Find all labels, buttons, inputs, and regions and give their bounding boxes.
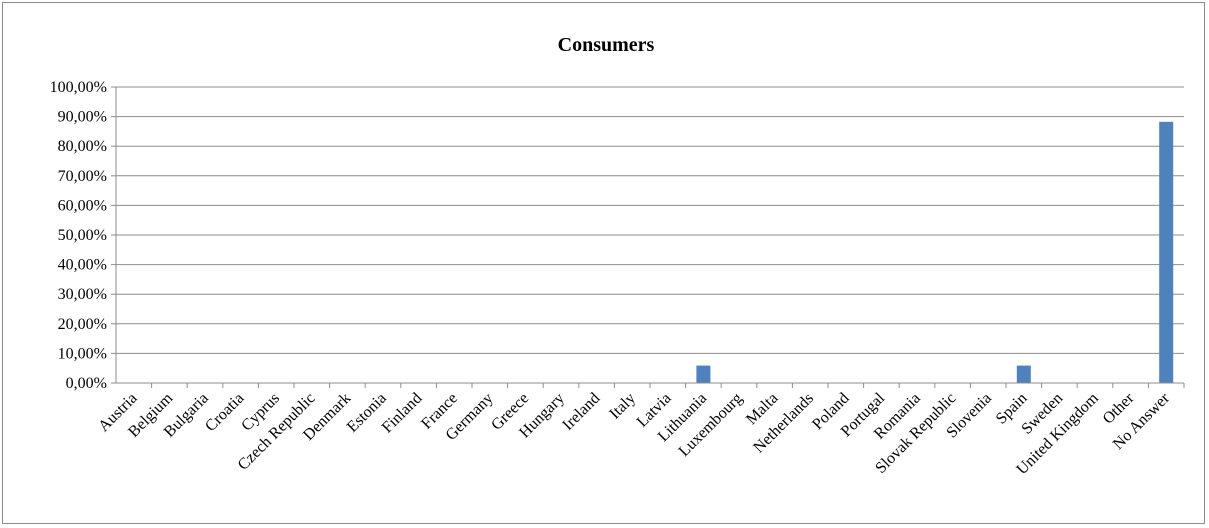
- y-tick-label: 70,00%: [58, 168, 107, 185]
- bar-no-answer: [1159, 121, 1174, 383]
- y-tick-label: 20,00%: [58, 316, 107, 333]
- bar-chart: Consumers 0,00% 10,00% 20,00% 30,00% 40,00% 5…: [50, 34, 1185, 478]
- x-tick-label: Finland: [379, 390, 426, 437]
- y-tick-label: 30,00%: [58, 286, 107, 303]
- bar-spain: [1016, 365, 1031, 383]
- y-tick-label: 90,00%: [58, 109, 107, 126]
- x-tick-label: Ireland: [559, 390, 603, 434]
- y-tick-label: 60,00%: [58, 197, 107, 214]
- y-tick-label: 40,00%: [58, 257, 107, 274]
- gridlines: [116, 86, 1184, 354]
- chart-title: Consumers: [558, 34, 655, 56]
- x-tick-label: Croatia: [202, 390, 247, 435]
- bar-lithuania: [696, 365, 711, 383]
- x-axis-ticks: AustriaBelgiumBulgariaCroatiaCyprusCzech…: [95, 383, 1185, 478]
- y-tick-label: 0,00%: [66, 375, 107, 392]
- y-tick-label: 10,00%: [58, 345, 107, 362]
- y-axis-ticks: 0,00% 10,00% 20,00% 30,00% 40,00% 50,00% 60,00…: [50, 79, 116, 392]
- bars: [696, 121, 1174, 383]
- y-tick-label: 50,00%: [58, 227, 107, 244]
- y-tick-label: 80,00%: [58, 138, 107, 155]
- y-tick-label: 100,00%: [50, 79, 107, 96]
